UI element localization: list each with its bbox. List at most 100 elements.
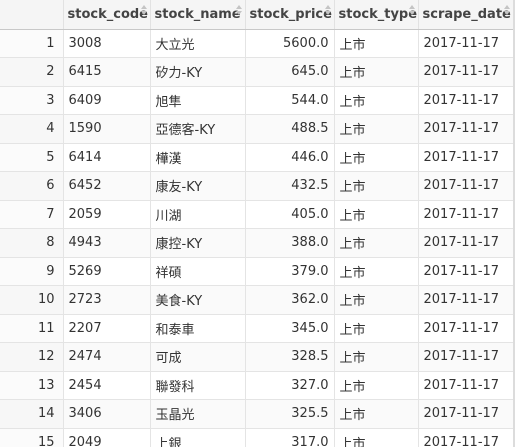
stock-type-cell: 上市 [334,428,419,447]
table-row[interactable]: 13 2454 聯發科 327.0 上市 2017-11-17 [0,371,514,400]
scrape-date-cell: 2017-11-17 [418,428,514,447]
table-row[interactable]: 12 2474 可成 328.5 上市 2017-11-17 [0,342,514,372]
column-header-label: stock_type [338,6,418,22]
scrape-date-cell: 2017-11-17 [418,86,514,115]
column-header-label: stock_name [154,6,241,22]
sort-icon[interactable] [140,5,147,17]
table-row[interactable]: 15 2049 上銀 317.0 上市 2017-11-17 [0,428,514,447]
row-number-cell: 14 [0,399,64,429]
column-header-stock-code[interactable]: stock_code [63,0,151,30]
scrape-date-cell: 2017-11-17 [418,342,514,372]
stock-type-cell: 上市 [334,371,419,400]
table-row[interactable]: 11 2207 和泰車 345.0 上市 2017-11-17 [0,314,514,343]
stock-name-cell: 美食-KY [150,285,246,315]
table-row[interactable]: 7 2059 川湖 405.0 上市 2017-11-17 [0,200,514,229]
row-number-cell: 2 [0,57,64,87]
table-row[interactable]: 1 3008 大立光 5600.0 上市 2017-11-17 [0,29,514,58]
column-header-stock-name[interactable]: stock_name [150,0,246,30]
stock-name-cell: 亞德客-KY [150,114,246,144]
stock-type-cell: 上市 [334,257,419,286]
stock-price-cell: 446.0 [245,143,335,172]
row-number-cell: 1 [0,29,64,58]
stock-code-cell: 2454 [63,371,151,400]
row-number-cell: 5 [0,143,64,172]
stock-price-cell: 488.5 [245,114,335,144]
stock-code-cell: 2474 [63,342,151,372]
stock-type-cell: 上市 [334,57,419,87]
sort-icon[interactable] [324,5,331,17]
column-header-label: stock_code [67,6,149,22]
stock-type-cell: 上市 [334,314,419,343]
table-row[interactable]: 6 6452 康友-KY 432.5 上市 2017-11-17 [0,171,514,201]
row-number-cell: 6 [0,171,64,201]
column-header-stock-type[interactable]: stock_type [334,0,419,30]
stock-price-cell: 432.5 [245,171,335,201]
sort-icon[interactable] [408,5,415,17]
stock-price-cell: 645.0 [245,57,335,87]
table-row[interactable]: 5 6414 樺漢 446.0 上市 2017-11-17 [0,143,514,172]
stock-type-cell: 上市 [334,29,419,58]
column-header-stock-price[interactable]: stock_price [245,0,335,30]
stock-code-cell: 4943 [63,228,151,258]
stock-name-cell: 和泰車 [150,314,246,343]
stock-price-cell: 388.0 [245,228,335,258]
sort-icon[interactable] [235,5,242,17]
stock-price-cell: 327.0 [245,371,335,400]
stock-type-cell: 上市 [334,171,419,201]
column-header-scrape-date[interactable]: scrape_date [418,0,514,30]
table-row[interactable]: 2 6415 矽力-KY 645.0 上市 2017-11-17 [0,57,514,87]
table-row[interactable]: 14 3406 玉晶光 325.5 上市 2017-11-17 [0,399,514,429]
vertical-scrollbar[interactable] [513,0,515,447]
table-row[interactable]: 3 6409 旭隼 544.0 上市 2017-11-17 [0,86,514,115]
stock-price-cell: 5600.0 [245,29,335,58]
scrape-date-cell: 2017-11-17 [418,200,514,229]
stock-code-cell: 6452 [63,171,151,201]
stock-type-cell: 上市 [334,228,419,258]
scrape-date-cell: 2017-11-17 [418,371,514,400]
scrape-date-cell: 2017-11-17 [418,314,514,343]
column-header-label: stock_price [249,6,332,22]
stock-code-cell: 6414 [63,143,151,172]
scrape-date-cell: 2017-11-17 [418,57,514,87]
table-row[interactable]: 8 4943 康控-KY 388.0 上市 2017-11-17 [0,228,514,258]
row-number-cell: 12 [0,342,64,372]
stock-type-cell: 上市 [334,285,419,315]
stock-code-cell: 2207 [63,314,151,343]
table-row[interactable]: 4 1590 亞德客-KY 488.5 上市 2017-11-17 [0,114,514,144]
stock-price-cell: 345.0 [245,314,335,343]
stock-name-cell: 康友-KY [150,171,246,201]
stock-price-cell: 362.0 [245,285,335,315]
row-number-cell: 3 [0,86,64,115]
scrape-date-cell: 2017-11-17 [418,228,514,258]
stock-code-cell: 2049 [63,428,151,447]
stock-name-cell: 聯發科 [150,371,246,400]
row-number-cell: 7 [0,200,64,229]
stock-name-cell: 玉晶光 [150,399,246,429]
row-number-cell: 15 [0,428,64,447]
stock-name-cell: 旭隼 [150,86,246,115]
stock-price-cell: 328.5 [245,342,335,372]
stock-code-cell: 3008 [63,29,151,58]
stock-type-cell: 上市 [334,143,419,172]
stock-price-cell: 379.0 [245,257,335,286]
table-body: 1 3008 大立光 5600.0 上市 2017-11-17 2 6415 矽力-KY 645.… [0,29,514,447]
row-number-cell: 13 [0,371,64,400]
table-row[interactable]: 9 5269 祥碩 379.0 上市 2017-11-17 [0,257,514,286]
stock-name-cell: 大立光 [150,29,246,58]
stock-code-cell: 3406 [63,399,151,429]
table-row[interactable]: 10 2723 美食-KY 362.0 上市 2017-11-17 [0,285,514,315]
row-number-header[interactable] [0,0,64,30]
stock-code-cell: 6409 [63,86,151,115]
stock-type-cell: 上市 [334,200,419,229]
row-number-cell: 11 [0,314,64,343]
sort-icon[interactable] [503,5,510,17]
row-number-cell: 4 [0,114,64,144]
stock-price-cell: 317.0 [245,428,335,447]
scrape-date-cell: 2017-11-17 [418,399,514,429]
stock-code-cell: 2723 [63,285,151,315]
header-row: stock_code stock_name stock_price stock_… [0,0,514,30]
stock-price-cell: 405.0 [245,200,335,229]
stock-type-cell: 上市 [334,399,419,429]
